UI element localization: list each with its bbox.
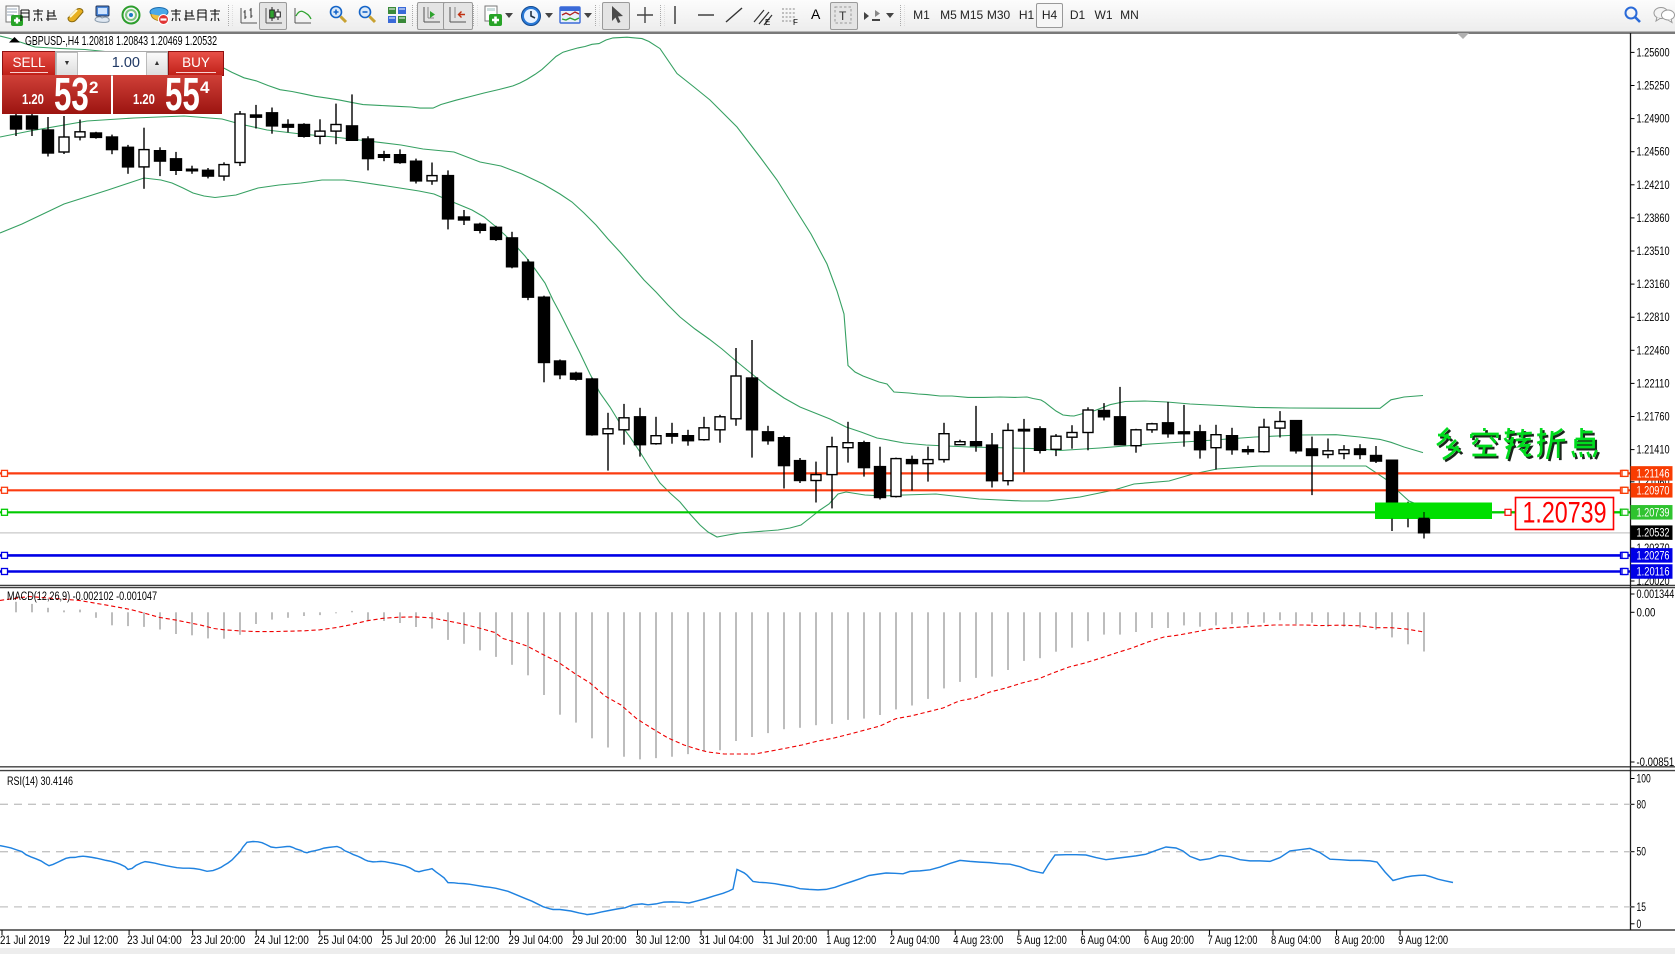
svg-text:-0.00851: -0.00851	[1637, 757, 1675, 769]
svg-text:7 Aug 12:00: 7 Aug 12:00	[1207, 935, 1257, 947]
svg-text:21 Jul 2019: 21 Jul 2019	[0, 935, 50, 947]
svg-text:23 Jul 20:00: 23 Jul 20:00	[191, 935, 246, 947]
svg-text:25 Jul 04:00: 25 Jul 04:00	[318, 935, 373, 947]
svg-text:1.25250: 1.25250	[1637, 81, 1670, 93]
svg-text:MACD(12,26,9) -0.002102 -0.001: MACD(12,26,9) -0.002102 -0.001047	[7, 591, 157, 603]
svg-text:1.23160: 1.23160	[1637, 279, 1670, 291]
svg-text:15: 15	[1637, 902, 1646, 914]
svg-text:1.20532: 1.20532	[1637, 528, 1670, 540]
svg-text:80: 80	[1637, 799, 1646, 811]
svg-text:31 Jul 04:00: 31 Jul 04:00	[699, 935, 754, 947]
svg-text:26 Jul 12:00: 26 Jul 12:00	[445, 935, 500, 947]
svg-text:1.23510: 1.23510	[1637, 246, 1670, 258]
svg-text:29 Jul 04:00: 29 Jul 04:00	[508, 935, 563, 947]
svg-text:2 Aug 04:00: 2 Aug 04:00	[890, 935, 940, 947]
svg-text:1.20739: 1.20739	[1523, 497, 1607, 530]
svg-text:RSI(14) 30.4146: RSI(14) 30.4146	[7, 776, 73, 788]
svg-text:GBPUSD-,H4 1.20818 1.20843 1.: GBPUSD-,H4 1.20818 1.20843 1.20469 1.205…	[25, 34, 217, 48]
svg-text:E: E	[765, 18, 770, 26]
svg-text:1.22110: 1.22110	[1637, 378, 1670, 390]
svg-text:1.20020: 1.20020	[1637, 576, 1670, 588]
svg-text:4 Aug 23:00: 4 Aug 23:00	[953, 935, 1003, 947]
svg-text:1.20739: 1.20739	[1637, 507, 1670, 519]
svg-text:0.00: 0.00	[1637, 607, 1656, 619]
svg-text:6 Aug 04:00: 6 Aug 04:00	[1080, 935, 1130, 947]
svg-text:25 Jul 20:00: 25 Jul 20:00	[381, 935, 436, 947]
svg-text:1.25600: 1.25600	[1637, 47, 1670, 59]
svg-text:31 Jul 20:00: 31 Jul 20:00	[763, 935, 818, 947]
svg-text:1.24560: 1.24560	[1637, 147, 1670, 159]
svg-text:6 Aug 20:00: 6 Aug 20:00	[1144, 935, 1194, 947]
svg-text:23 Jul 04:00: 23 Jul 04:00	[127, 935, 182, 947]
svg-text:5 Aug 12:00: 5 Aug 12:00	[1017, 935, 1067, 947]
svg-text:1.23860: 1.23860	[1637, 213, 1670, 225]
svg-text:8 Aug 04:00: 8 Aug 04:00	[1271, 935, 1321, 947]
svg-text:1 Aug 12:00: 1 Aug 12:00	[826, 935, 876, 947]
svg-text:T: T	[839, 9, 847, 23]
svg-text:8 Aug 20:00: 8 Aug 20:00	[1335, 935, 1385, 947]
svg-text:50: 50	[1637, 847, 1646, 859]
svg-text:1.24210: 1.24210	[1637, 180, 1670, 192]
svg-text:1.20116: 1.20116	[1637, 567, 1670, 579]
svg-text:1.22460: 1.22460	[1637, 345, 1670, 357]
svg-text:100: 100	[1637, 774, 1651, 786]
svg-text:1.21410: 1.21410	[1637, 445, 1670, 457]
svg-text:1.20276: 1.20276	[1637, 550, 1670, 562]
svg-text:0.001344: 0.001344	[1637, 589, 1675, 601]
svg-text:22 Jul 12:00: 22 Jul 12:00	[64, 935, 119, 947]
svg-text:30 Jul 12:00: 30 Jul 12:00	[636, 935, 691, 947]
svg-text:1.20970: 1.20970	[1637, 485, 1670, 497]
svg-text:29 Jul 20:00: 29 Jul 20:00	[572, 935, 627, 947]
svg-text:9 Aug 12:00: 9 Aug 12:00	[1398, 935, 1448, 947]
svg-text:0: 0	[1637, 919, 1642, 931]
svg-text:1.22810: 1.22810	[1637, 312, 1670, 324]
svg-text:1.21760: 1.21760	[1637, 412, 1670, 424]
svg-text:1.24900: 1.24900	[1637, 114, 1670, 126]
svg-text:F: F	[793, 18, 798, 26]
svg-text:1.21146: 1.21146	[1637, 468, 1670, 480]
svg-text:24 Jul 12:00: 24 Jul 12:00	[254, 935, 309, 947]
